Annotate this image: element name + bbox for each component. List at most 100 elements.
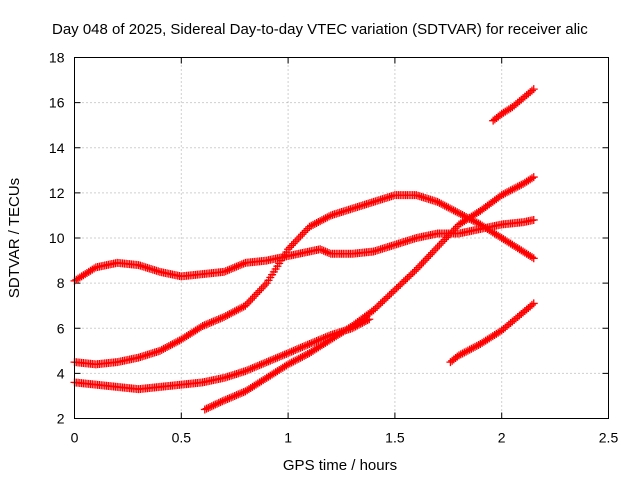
data-point	[250, 363, 259, 372]
data-point	[451, 207, 460, 216]
data-point	[227, 309, 236, 318]
data-point	[289, 357, 298, 366]
data-point	[412, 265, 421, 274]
y-tick-label: 10	[49, 230, 65, 246]
data-point	[293, 355, 301, 364]
x-tick-label: 0.5	[172, 430, 192, 446]
data-point	[301, 341, 310, 350]
data-point	[390, 285, 399, 294]
data-point	[300, 228, 309, 237]
data-point	[225, 310, 234, 319]
data-point	[205, 318, 214, 327]
data-point	[282, 349, 291, 358]
data-point	[266, 356, 275, 365]
data-point	[312, 218, 321, 227]
data-point	[504, 187, 513, 196]
data-point	[221, 312, 230, 321]
data-point	[314, 218, 323, 227]
data-point	[200, 321, 209, 330]
data-point	[433, 243, 442, 252]
data-point	[298, 230, 307, 239]
data-point	[250, 292, 259, 301]
data-point	[232, 262, 241, 271]
data-point	[383, 292, 392, 301]
data-point	[294, 344, 303, 353]
data-point	[300, 351, 309, 360]
data-point	[449, 206, 458, 215]
data-point	[248, 364, 257, 373]
data-point	[303, 340, 312, 349]
data-point	[458, 211, 467, 220]
data-point	[460, 348, 469, 357]
x-tick-label: 1	[284, 430, 292, 446]
data-point	[529, 254, 538, 263]
y-tick-label: 16	[49, 95, 65, 111]
data-point	[223, 394, 232, 403]
data-point	[316, 335, 325, 344]
data-point	[453, 208, 462, 217]
data-point	[284, 360, 293, 369]
x-tick-label: 2	[498, 430, 506, 446]
data-point	[289, 239, 298, 248]
data-point	[414, 263, 423, 272]
data-point	[446, 204, 455, 213]
data-point	[317, 216, 326, 225]
data-series	[70, 315, 374, 394]
data-point	[437, 239, 446, 248]
data-point	[252, 362, 261, 371]
data-point	[296, 232, 305, 241]
data-point	[527, 86, 536, 95]
data-point	[444, 203, 453, 212]
chart-title: Day 048 of 2025, Sidereal Day-to-day VTE…	[52, 21, 588, 38]
data-point	[284, 349, 293, 358]
data-point	[248, 294, 257, 303]
data-point	[196, 323, 205, 332]
data-point	[438, 200, 447, 209]
data-point	[392, 284, 401, 293]
data-point	[289, 346, 298, 355]
data-point	[285, 243, 294, 252]
data-point	[202, 404, 211, 413]
data-series	[70, 191, 538, 369]
data-point	[230, 307, 239, 316]
data-point	[440, 235, 449, 244]
y-tick-label: 12	[49, 185, 65, 201]
data-point	[301, 226, 310, 235]
data-point	[529, 299, 538, 308]
data-point	[253, 361, 262, 370]
data-point	[244, 365, 253, 374]
data-point	[417, 259, 426, 268]
data-point	[234, 390, 243, 399]
data-point	[310, 337, 319, 346]
data-point	[437, 199, 446, 208]
data-point	[221, 395, 230, 404]
y-tick-label: 14	[49, 140, 65, 156]
data-point	[236, 389, 245, 398]
data-point	[257, 360, 266, 369]
data-point	[305, 340, 314, 349]
data-point	[415, 261, 424, 270]
x-tick-label: 2.5	[599, 430, 619, 446]
y-tick-label: 18	[49, 50, 65, 66]
data-point	[433, 197, 442, 206]
data-point	[159, 344, 168, 353]
data-point	[323, 213, 332, 222]
data-point	[264, 357, 273, 366]
data-point	[442, 202, 451, 211]
data-point	[529, 85, 538, 94]
data-point	[449, 226, 458, 235]
data-point	[284, 245, 293, 254]
data-point	[317, 246, 326, 255]
data-point	[291, 237, 300, 246]
data-point	[499, 190, 508, 199]
data-point	[319, 215, 328, 224]
data-point	[301, 350, 310, 359]
data-point	[472, 218, 481, 227]
data-series	[446, 299, 538, 367]
data-point	[216, 398, 225, 407]
data-point	[527, 174, 536, 183]
data-point	[168, 340, 177, 349]
data-point	[296, 353, 305, 362]
data-point	[378, 297, 387, 306]
